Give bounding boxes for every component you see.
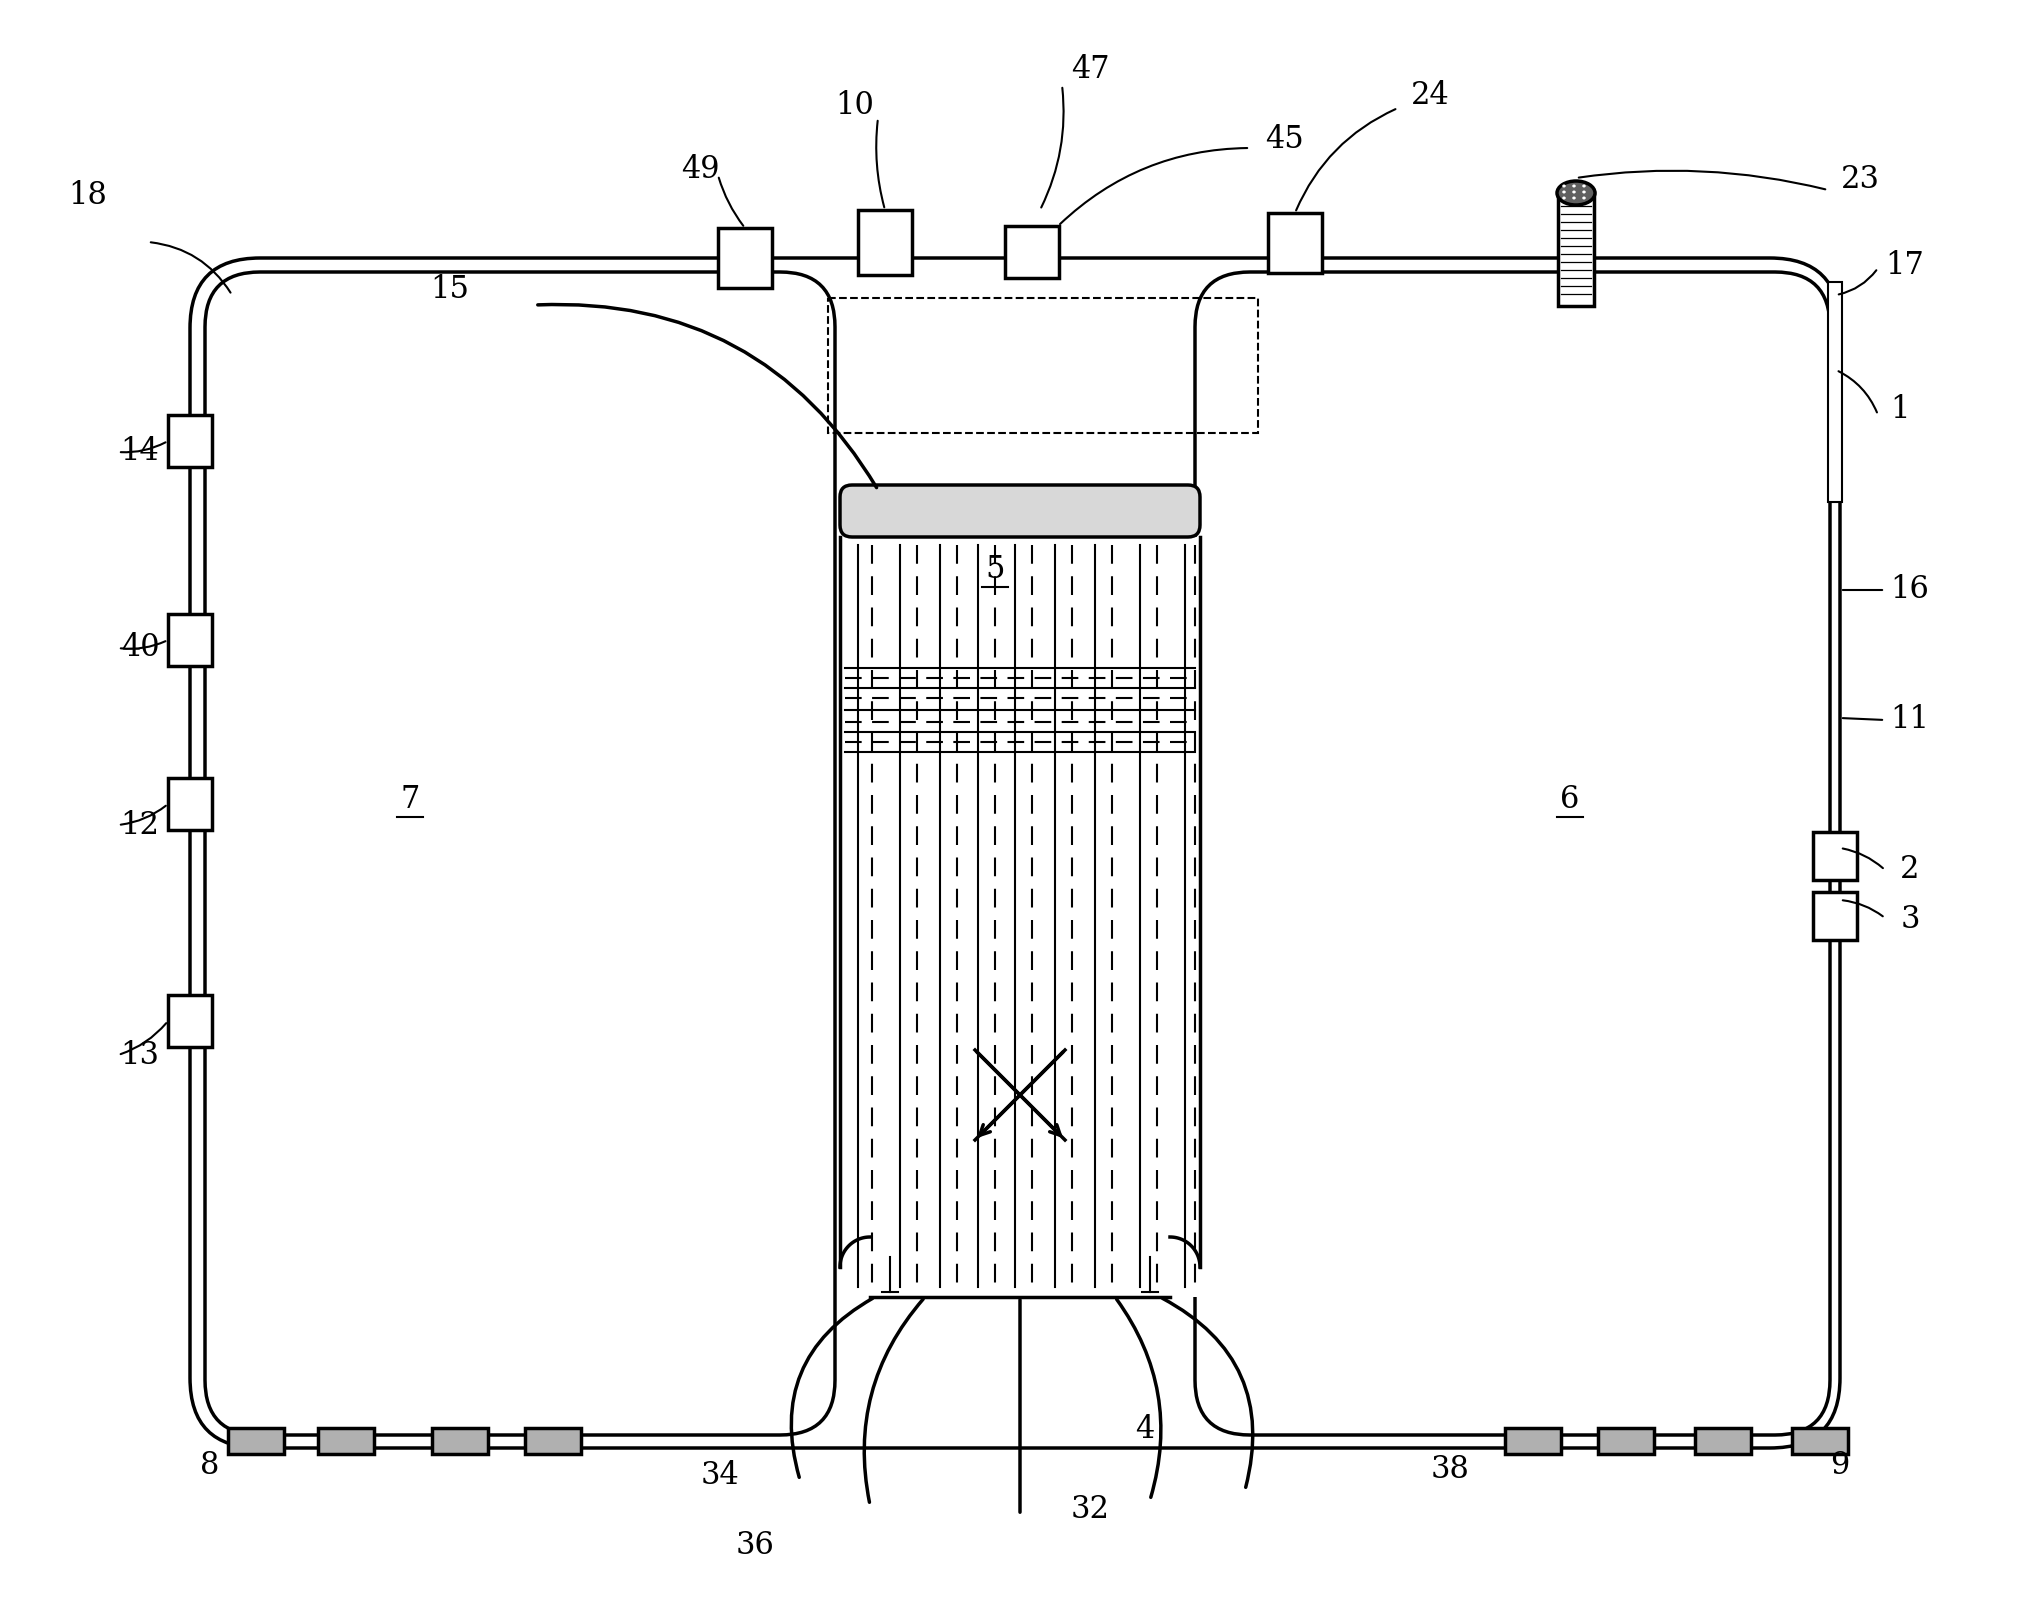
- Ellipse shape: [1582, 191, 1586, 194]
- Text: 40: 40: [121, 632, 160, 663]
- Bar: [1505, 1428, 1561, 1454]
- Text: 8: 8: [200, 1449, 220, 1480]
- Text: 32: 32: [1071, 1494, 1109, 1525]
- Ellipse shape: [1572, 185, 1576, 188]
- Bar: [525, 1428, 582, 1454]
- Bar: [1695, 1428, 1751, 1454]
- Bar: [228, 1428, 285, 1454]
- Text: 13: 13: [121, 1040, 160, 1071]
- Text: 2: 2: [1901, 854, 1919, 886]
- Bar: [858, 210, 911, 274]
- Bar: [432, 1428, 489, 1454]
- Bar: [1557, 193, 1594, 307]
- Bar: [1792, 1428, 1848, 1454]
- Text: 24: 24: [1410, 80, 1450, 111]
- FancyBboxPatch shape: [840, 485, 1200, 538]
- Text: 5: 5: [986, 554, 1004, 586]
- Text: 14: 14: [121, 437, 160, 467]
- Bar: [1814, 892, 1856, 941]
- Text: 36: 36: [735, 1530, 774, 1560]
- Ellipse shape: [1561, 185, 1566, 188]
- Text: 23: 23: [1840, 164, 1879, 196]
- Text: 7: 7: [400, 785, 420, 815]
- Bar: [1269, 213, 1321, 273]
- Text: 45: 45: [1267, 125, 1305, 156]
- Text: 15: 15: [430, 274, 469, 305]
- Bar: [828, 299, 1258, 433]
- Bar: [168, 615, 212, 666]
- Bar: [1006, 226, 1058, 278]
- Text: 17: 17: [1885, 249, 1925, 281]
- Text: 9: 9: [1830, 1449, 1850, 1480]
- FancyBboxPatch shape: [190, 258, 1840, 1448]
- FancyBboxPatch shape: [1196, 271, 1830, 1435]
- Bar: [717, 228, 772, 287]
- Ellipse shape: [1582, 185, 1586, 188]
- Text: 47: 47: [1071, 55, 1109, 85]
- Text: 18: 18: [69, 180, 107, 210]
- Bar: [1598, 1428, 1654, 1454]
- Text: 38: 38: [1430, 1454, 1469, 1486]
- Ellipse shape: [1561, 196, 1566, 199]
- Text: 11: 11: [1891, 705, 1929, 735]
- Bar: [1814, 831, 1856, 880]
- Ellipse shape: [1572, 196, 1576, 199]
- Bar: [168, 416, 212, 467]
- Text: 34: 34: [701, 1459, 739, 1491]
- Bar: [1828, 282, 1842, 502]
- Bar: [168, 995, 212, 1046]
- Ellipse shape: [1561, 191, 1566, 194]
- Text: 16: 16: [1891, 575, 1929, 605]
- Bar: [168, 778, 212, 830]
- Bar: [840, 538, 1200, 1297]
- Ellipse shape: [1557, 181, 1596, 205]
- Text: 3: 3: [1901, 905, 1919, 936]
- Text: 4: 4: [1135, 1414, 1155, 1446]
- Text: 1: 1: [1891, 395, 1909, 425]
- Text: 12: 12: [121, 809, 160, 841]
- Ellipse shape: [1582, 196, 1586, 199]
- Text: 6: 6: [1559, 785, 1580, 815]
- Text: 10: 10: [836, 90, 875, 120]
- Bar: [317, 1428, 374, 1454]
- Text: 49: 49: [681, 154, 719, 186]
- Ellipse shape: [1572, 191, 1576, 194]
- FancyBboxPatch shape: [204, 271, 834, 1435]
